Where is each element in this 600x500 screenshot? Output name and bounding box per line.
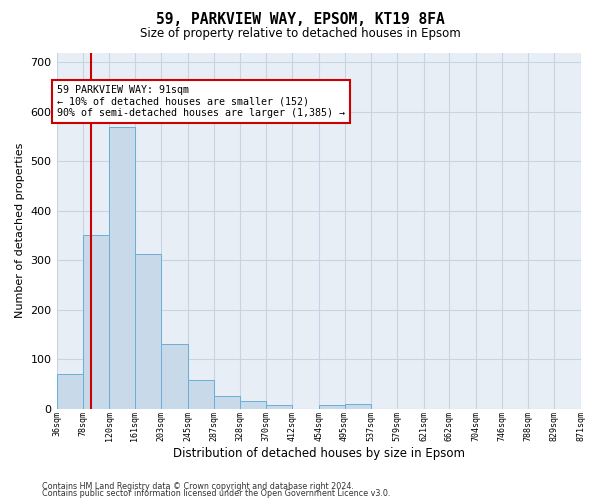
Text: Contains public sector information licensed under the Open Government Licence v3: Contains public sector information licen… <box>42 490 391 498</box>
Bar <box>214 396 240 408</box>
Bar <box>266 404 292 408</box>
Text: 59, PARKVIEW WAY, EPSOM, KT19 8FA: 59, PARKVIEW WAY, EPSOM, KT19 8FA <box>155 12 445 28</box>
Bar <box>188 380 214 408</box>
Text: Size of property relative to detached houses in Epsom: Size of property relative to detached ho… <box>140 28 460 40</box>
X-axis label: Distribution of detached houses by size in Epsom: Distribution of detached houses by size … <box>173 447 464 460</box>
Bar <box>135 254 161 408</box>
Bar <box>161 344 188 408</box>
Y-axis label: Number of detached properties: Number of detached properties <box>15 143 25 318</box>
Bar <box>56 374 83 408</box>
Bar <box>83 234 109 408</box>
Bar <box>109 126 136 408</box>
Bar <box>319 404 345 408</box>
Bar <box>240 401 266 408</box>
Text: 59 PARKVIEW WAY: 91sqm
← 10% of detached houses are smaller (152)
90% of semi-de: 59 PARKVIEW WAY: 91sqm ← 10% of detached… <box>57 84 345 118</box>
Text: Contains HM Land Registry data © Crown copyright and database right 2024.: Contains HM Land Registry data © Crown c… <box>42 482 354 491</box>
Bar <box>345 404 371 408</box>
